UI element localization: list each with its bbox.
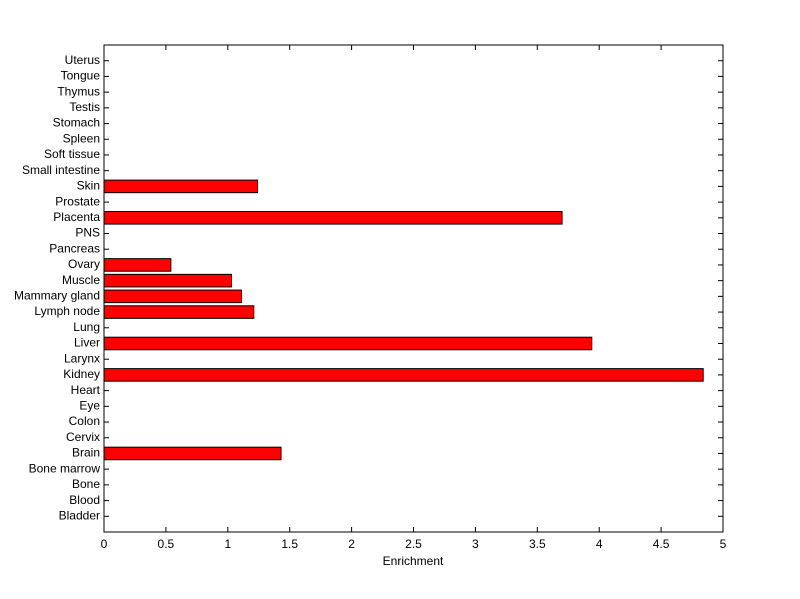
y-tick-label: Tongue xyxy=(61,69,101,83)
x-tick-label: 0 xyxy=(101,537,108,551)
y-tick-label: Skin xyxy=(77,179,100,193)
bar xyxy=(103,289,242,304)
y-tick-label: Thymus xyxy=(57,84,100,98)
y-tick-label: Heart xyxy=(71,383,101,397)
x-tick-label: 4 xyxy=(596,537,603,551)
x-tick-label: 3.5 xyxy=(529,537,546,551)
y-tick-label: Small intestine xyxy=(22,163,100,177)
x-tick-label: 4.5 xyxy=(653,537,670,551)
x-tick-label: 2.5 xyxy=(405,537,422,551)
x-tick-label: 3 xyxy=(472,537,479,551)
y-tick-label: Mammary gland xyxy=(14,289,100,303)
x-tick-label: 1.5 xyxy=(281,537,298,551)
y-tick-label: Spleen xyxy=(63,131,100,145)
bar xyxy=(103,211,563,225)
y-tick-label: Ovary xyxy=(68,257,100,271)
y-tick-label: Uterus xyxy=(65,53,100,67)
x-tick-label: 5 xyxy=(720,537,727,551)
y-tick-label: Liver xyxy=(74,336,100,350)
y-tick-label: Colon xyxy=(69,414,100,428)
x-tick-label: 2 xyxy=(348,537,355,551)
bar xyxy=(103,368,704,382)
y-tick-label: Testis xyxy=(69,100,100,114)
bar xyxy=(103,305,255,319)
x-tick-label: 0.5 xyxy=(158,537,175,551)
y-tick-label: Placenta xyxy=(53,210,100,224)
bar xyxy=(103,258,172,272)
bar xyxy=(103,336,593,351)
y-tick-label: Brain xyxy=(72,446,100,460)
bar xyxy=(103,446,282,461)
x-axis-label: Enrichment xyxy=(383,554,444,568)
y-tick-label: Muscle xyxy=(62,273,100,287)
y-tick-label: Pancreas xyxy=(49,241,100,255)
y-tick-label: Eye xyxy=(79,398,100,412)
y-tick-label: Larynx xyxy=(64,351,100,365)
y-tick-label: Bone marrow xyxy=(29,461,101,475)
y-tick-label: Lung xyxy=(73,320,100,334)
y-tick-label: Cervix xyxy=(66,430,100,444)
y-tick-label: Stomach xyxy=(53,116,100,130)
bar xyxy=(103,179,259,194)
bar xyxy=(103,273,233,288)
y-tick-label: Blood xyxy=(69,493,100,507)
x-tick-label: 1 xyxy=(224,537,231,551)
y-tick-label: Prostate xyxy=(55,194,100,208)
y-tick-label: Kidney xyxy=(63,367,100,381)
y-tick-label: Bladder xyxy=(59,508,100,522)
y-tick-label: Bone xyxy=(72,477,100,491)
y-tick-label: Soft tissue xyxy=(44,147,100,161)
y-tick-label: PNS xyxy=(75,226,100,240)
y-tick-label: Lymph node xyxy=(34,304,100,318)
